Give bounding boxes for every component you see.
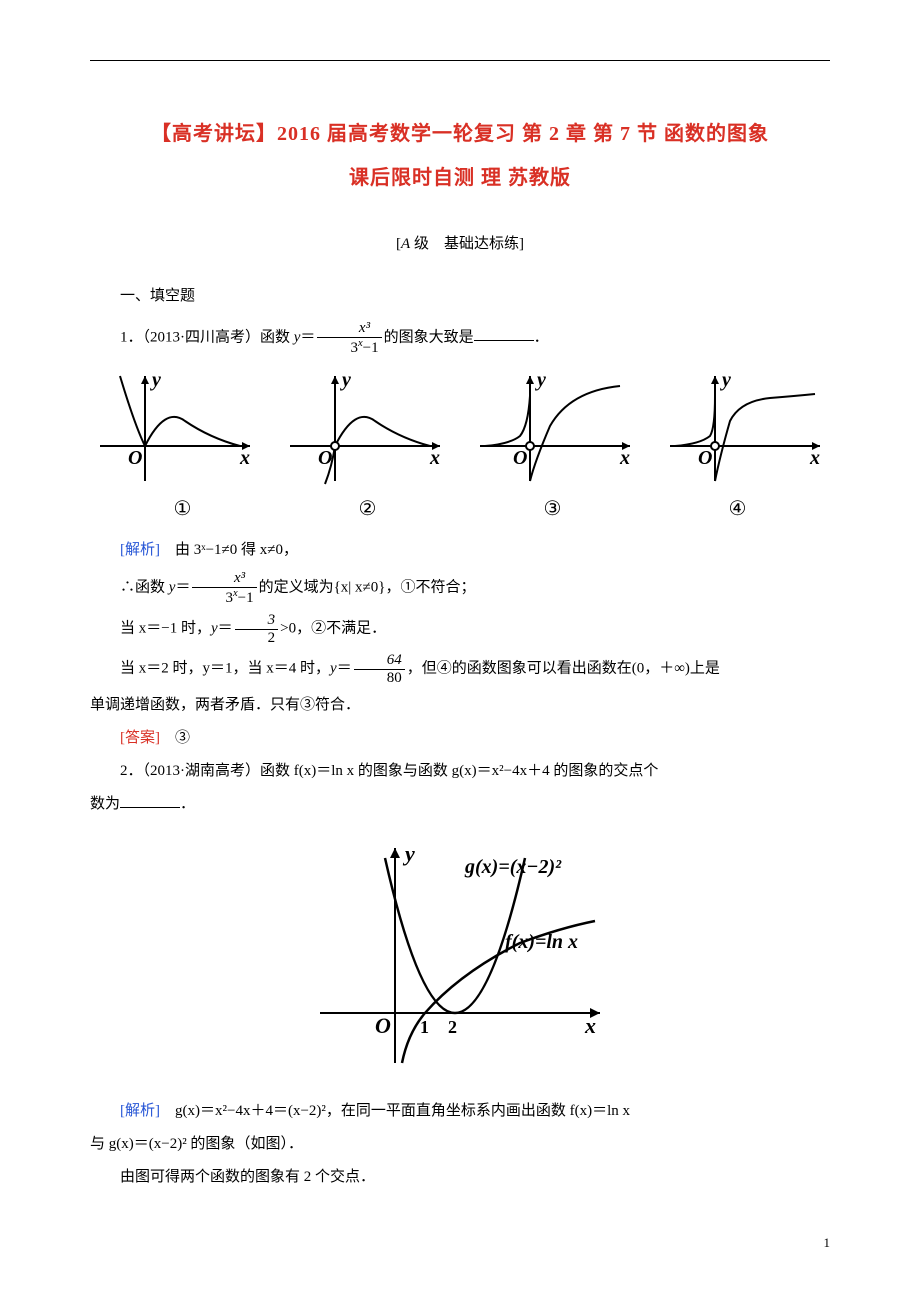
q1-graph-1: y x O bbox=[90, 366, 260, 486]
q2-O-label: O bbox=[375, 1013, 391, 1038]
page-number: 1 bbox=[90, 1231, 830, 1254]
q1-sol-2: ∴函数 y＝x³3x−1的定义域为{x| x≠0}，①不符合； bbox=[90, 570, 830, 606]
q1-sol-l3b: >0，②不满足． bbox=[280, 620, 386, 636]
doc-title-line1: 【高考讲坛】2016 届高考数学一轮复习 第 2 章 第 7 节 函数的图象 bbox=[90, 116, 830, 152]
q1-sol-5: 单调递增函数，两者矛盾．只有③符合． bbox=[90, 692, 830, 719]
q2-blank bbox=[120, 792, 180, 808]
q2-sol-l1: g(x)＝x²−4x＋4＝(x−2)²，在同一平面直角坐标系内画出函数 f(x)… bbox=[160, 1103, 630, 1119]
q1-answer: [答案] ③ bbox=[90, 725, 830, 752]
level-label: [A 级 基础达标练] bbox=[90, 231, 830, 258]
q1-sol-l3a: 当 x＝−1 时， bbox=[120, 620, 211, 636]
q1-sol4-num: 64 bbox=[354, 652, 405, 670]
q2-stem-a: 2．（2013·湖南高考）函数 f(x)＝ln x 的图象与函数 g(x)＝x²… bbox=[90, 758, 830, 785]
q1-sol4-den: 80 bbox=[354, 670, 405, 687]
q1-options: ① ② ③ ④ bbox=[90, 491, 830, 527]
q1-graph-4: y x O bbox=[660, 366, 830, 486]
doc-title-line2: 课后限时自测 理 苏教版 bbox=[90, 160, 830, 196]
q1-blank bbox=[474, 325, 534, 341]
svg-text:O: O bbox=[698, 447, 712, 469]
q2-g-label: g(x)=(x−2)² bbox=[464, 856, 562, 878]
q1-option-4: ④ bbox=[645, 491, 830, 527]
solution-label-2: [解析] bbox=[120, 1103, 160, 1119]
q1-option-3: ③ bbox=[460, 491, 645, 527]
q1-sol3-den: 2 bbox=[235, 630, 279, 647]
q1-sol-l2a: ∴函数 bbox=[120, 579, 169, 595]
q2-y-label: y bbox=[402, 841, 415, 866]
q1-suffix: 的图象大致是 bbox=[384, 329, 474, 345]
svg-text:O: O bbox=[513, 447, 527, 469]
q2-sol-2: 与 g(x)＝(x−2)² 的图象（如图）． bbox=[90, 1131, 830, 1158]
q1-graph-2: y x O bbox=[280, 366, 450, 486]
q2-x-label: x bbox=[584, 1013, 596, 1038]
svg-text:y: y bbox=[720, 369, 731, 391]
q2-graph: y x O 1 2 g(x)=(x−2)² f(x)=ln x bbox=[90, 833, 830, 1083]
q1-graph-3: y x O bbox=[470, 366, 640, 486]
q1-frac-num: x³ bbox=[359, 320, 370, 336]
svg-text:y: y bbox=[340, 369, 351, 391]
top-rule bbox=[90, 60, 830, 61]
q1-sol-4: 当 x＝2 时，y＝1，当 x＝4 时，y＝6480，但④的函数图象可以看出函数… bbox=[90, 652, 830, 686]
q2-sol-1: [解析] g(x)＝x²−4x＋4＝(x−2)²，在同一平面直角坐标系内画出函数… bbox=[90, 1098, 830, 1125]
q1-graph-row: y x O y x O y x O y x O bbox=[90, 366, 830, 486]
q2-tick-2: 2 bbox=[448, 1017, 457, 1037]
q1-frac2-den-c: −1 bbox=[238, 590, 254, 606]
q1-ans-value: ③ bbox=[160, 730, 190, 746]
q1-sol3-num: 3 bbox=[235, 612, 279, 630]
q2-text-b: 数为 bbox=[90, 796, 120, 812]
q1-frac2-num: x³ bbox=[234, 570, 245, 586]
svg-text:x: x bbox=[239, 447, 250, 469]
q1-frac2-den-a: 3 bbox=[225, 590, 233, 606]
q1-sol-l1: 由 3ˣ−1≠0 得 x≠0， bbox=[160, 542, 298, 558]
svg-text:y: y bbox=[535, 369, 546, 391]
q1-sol-3: 当 x＝−1 时，y＝32>0，②不满足． bbox=[90, 612, 830, 646]
svg-text:x: x bbox=[429, 447, 440, 469]
svg-text:x: x bbox=[809, 447, 820, 469]
q1-option-2: ② bbox=[275, 491, 460, 527]
q1-sol-l4a: 当 x＝2 时，y＝1，当 x＝4 时， bbox=[120, 660, 330, 676]
section-heading-1: 一、填空题 bbox=[90, 283, 830, 310]
q1-sol-l4b: ，但④的函数图象可以看出函数在(0，＋∞)上是 bbox=[407, 660, 720, 676]
q2-f-label: f(x)=ln x bbox=[505, 931, 578, 953]
svg-text:y: y bbox=[150, 369, 161, 391]
svg-text:O: O bbox=[128, 447, 142, 469]
q1-prefix: 1．（2013·四川高考）函数 bbox=[120, 329, 294, 345]
answer-label: [答案] bbox=[120, 730, 160, 746]
q1-stem: 1．（2013·四川高考）函数 y＝x³3x−1的图象大致是． bbox=[90, 320, 830, 356]
q1-frac-den-c: −1 bbox=[363, 340, 379, 356]
q1-sol-1: [解析] 由 3ˣ−1≠0 得 x≠0， bbox=[90, 537, 830, 564]
q2-tick-1: 1 bbox=[420, 1017, 429, 1037]
solution-label: [解析] bbox=[120, 542, 160, 558]
q2-stem-b: 数为． bbox=[90, 791, 830, 818]
q1-sol-l2b: 的定义域为{x| x≠0}，①不符合； bbox=[259, 579, 476, 595]
svg-text:x: x bbox=[619, 447, 630, 469]
q2-sol-3: 由图可得两个函数的图象有 2 个交点． bbox=[90, 1164, 830, 1191]
q1-frac-den-a: 3 bbox=[350, 340, 358, 356]
q1-option-1: ① bbox=[90, 491, 275, 527]
